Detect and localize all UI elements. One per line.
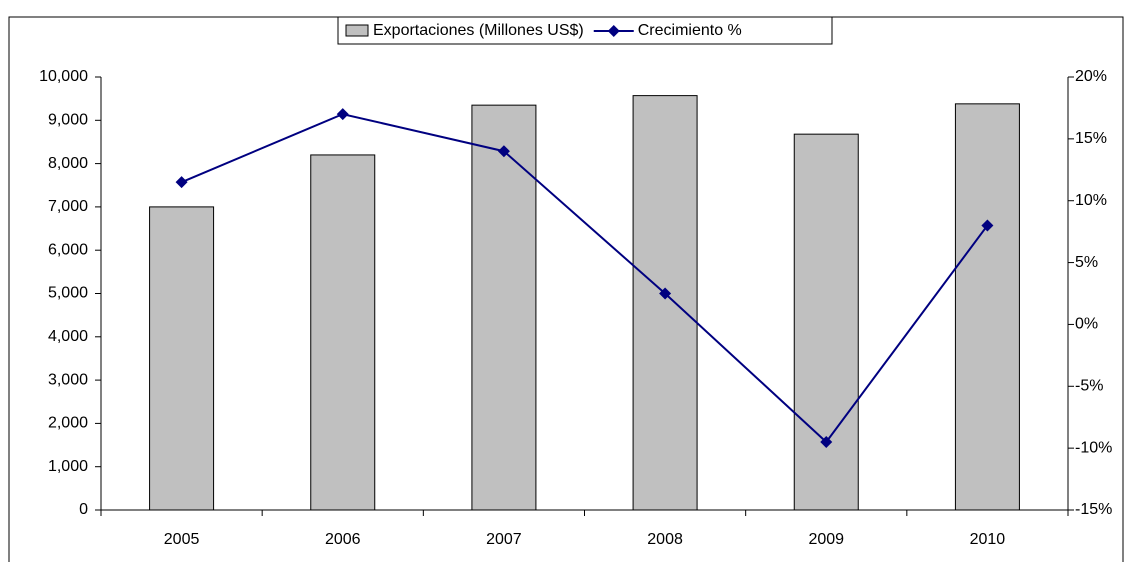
y2-tick-label: -15% (1075, 501, 1112, 518)
y2-tick-label: 5% (1075, 254, 1098, 271)
y2-tick-label: -10% (1075, 439, 1112, 456)
y-tick-label: 2,000 (48, 415, 88, 432)
marker (175, 176, 188, 189)
x-tick-label: 2010 (970, 531, 1006, 548)
legend-label: Crecimiento % (638, 22, 742, 39)
marker (820, 435, 833, 448)
y2-tick-label: 10% (1075, 192, 1107, 209)
legend-label: Exportaciones (Millones US$) (373, 22, 584, 39)
bar (954, 103, 1020, 511)
y-tick-label: 1,000 (48, 458, 88, 475)
y2-tick-label: 15% (1075, 130, 1107, 147)
y-tick-label: 8,000 (48, 155, 88, 172)
bar (310, 154, 376, 511)
y2-tick-label: 20% (1075, 68, 1107, 85)
y-tick-label: 0 (79, 501, 88, 518)
legend-box (337, 16, 833, 45)
bar (471, 104, 537, 511)
x-tick-label: 2009 (808, 531, 844, 548)
y-tick-label: 10,000 (39, 68, 88, 85)
bar (793, 133, 859, 511)
marker (497, 145, 510, 158)
marker (336, 108, 349, 121)
x-tick-label: 2005 (164, 531, 200, 548)
x-tick-label: 2008 (647, 531, 683, 548)
bar (149, 206, 215, 511)
bar (632, 95, 698, 511)
y-tick-label: 7,000 (48, 198, 88, 215)
legend-swatch (607, 25, 620, 37)
line (181, 113, 989, 444)
legend-swatch (345, 24, 369, 37)
marker (981, 219, 994, 232)
legend (337, 16, 833, 45)
x-tick-label: 2007 (486, 531, 522, 548)
y2-tick-label: 0% (1075, 316, 1098, 333)
marker (659, 287, 672, 300)
y-tick-label: 3,000 (48, 371, 88, 388)
y-tick-label: 5,000 (48, 285, 88, 302)
x-tick-label: 2006 (325, 531, 361, 548)
y-tick-label: 4,000 (48, 328, 88, 345)
y-tick-label: 9,000 (48, 112, 88, 129)
y-tick-label: 6,000 (48, 241, 88, 258)
y2-tick-label: -5% (1075, 378, 1103, 395)
